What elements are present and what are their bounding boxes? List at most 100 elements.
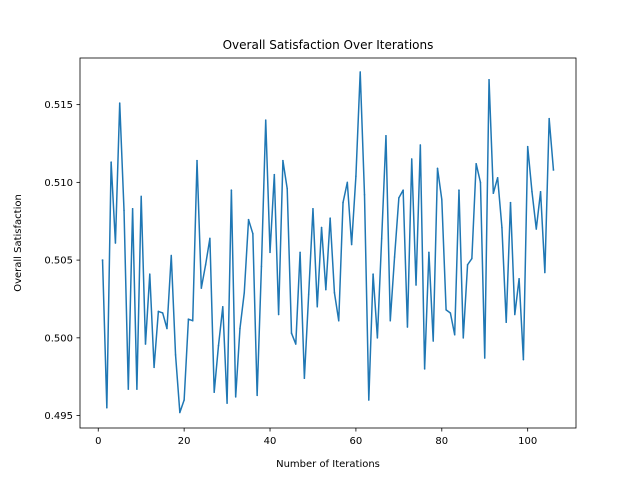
x-tick-label: 0 (95, 436, 101, 447)
data-point (277, 313, 280, 316)
data-point (368, 399, 370, 401)
data-point (312, 208, 314, 210)
y-tick-label: 0.505 (44, 256, 73, 267)
data-point (359, 71, 361, 73)
data-point (174, 354, 177, 356)
chart-title: Overall Satisfaction Over Iterations (223, 38, 434, 52)
data-point (376, 337, 379, 339)
x-tick-label: 60 (350, 436, 363, 447)
data-point (505, 321, 507, 324)
data-point (136, 388, 138, 390)
data-point (501, 226, 503, 229)
data-point (273, 173, 276, 176)
data-point (535, 228, 538, 230)
data-point (333, 292, 336, 294)
data-point (453, 333, 456, 336)
data-point (466, 264, 469, 266)
data-point (458, 189, 460, 191)
x-tick-label: 20 (178, 436, 191, 447)
data-point (260, 265, 263, 268)
data-point (247, 218, 250, 221)
data-point (544, 271, 546, 274)
data-point (166, 327, 168, 330)
data-point (140, 195, 142, 198)
x-tick-label: 80 (435, 436, 448, 447)
data-point (475, 162, 477, 165)
data-point (316, 305, 319, 308)
data-point (118, 102, 121, 104)
data-point (170, 254, 173, 257)
data-point (204, 264, 207, 266)
data-point (243, 292, 246, 294)
data-point (410, 158, 413, 160)
data-point (346, 181, 349, 184)
data-point (518, 278, 520, 280)
data-point (230, 189, 233, 191)
y-axis-label: Overall Satisfaction (13, 194, 24, 292)
data-point (295, 343, 297, 345)
y-tick-label: 0.515 (44, 100, 73, 111)
data-point (209, 237, 211, 240)
data-point (462, 337, 465, 339)
data-point (200, 287, 203, 289)
data-point (213, 391, 215, 393)
data-point (153, 366, 155, 369)
x-axis-label: Number of Iterations (276, 459, 380, 470)
data-point (320, 226, 323, 229)
y-tick-label: 0.495 (44, 411, 73, 422)
x-tick-label: 100 (518, 436, 537, 447)
x-tick-label: 40 (264, 436, 277, 447)
x-axis-ticks: 0 20 40 60 80 100 (95, 428, 537, 447)
y-tick-label: 0.510 (44, 178, 73, 189)
data-point (307, 293, 310, 296)
data-point (380, 237, 383, 240)
data-point (548, 117, 550, 120)
data-point (372, 273, 374, 275)
data-point (423, 368, 426, 370)
data-point (269, 251, 271, 254)
data-point (445, 309, 447, 311)
data-point (222, 305, 224, 308)
data-point (127, 388, 130, 390)
series-line (101, 71, 555, 414)
data-point (436, 167, 439, 170)
data-point (325, 288, 327, 291)
data-point (471, 257, 473, 260)
data-point (264, 119, 267, 121)
data-point (393, 256, 396, 258)
data-point (123, 209, 125, 212)
data-point (290, 332, 293, 334)
data-point (161, 312, 164, 314)
data-point (110, 161, 112, 163)
data-point (239, 327, 241, 330)
data-point (509, 201, 512, 204)
data-point (432, 340, 434, 342)
data-point (191, 319, 194, 322)
data-point (552, 169, 555, 171)
data-point (488, 79, 490, 81)
data-point (234, 396, 237, 398)
data-point (514, 313, 516, 316)
data-point (389, 319, 392, 322)
data-point (196, 159, 198, 162)
data-point (441, 198, 443, 201)
data-point (479, 181, 482, 184)
data-point (531, 190, 533, 193)
y-tick-label: 0.500 (44, 333, 73, 344)
data-point (157, 310, 160, 313)
data-point (350, 243, 353, 246)
y-axis-ticks: 0.495 0.500 0.505 0.510 0.515 (44, 100, 80, 422)
data-point (526, 145, 529, 148)
data-point (522, 358, 525, 361)
data-point (256, 394, 258, 397)
data-point (406, 326, 409, 328)
data-point (217, 344, 220, 347)
data-point (398, 197, 400, 199)
data-point (363, 194, 366, 196)
data-point (299, 251, 301, 254)
data-point (342, 201, 344, 204)
data-point (402, 189, 404, 191)
data-point (226, 402, 228, 404)
data-point (492, 192, 495, 194)
